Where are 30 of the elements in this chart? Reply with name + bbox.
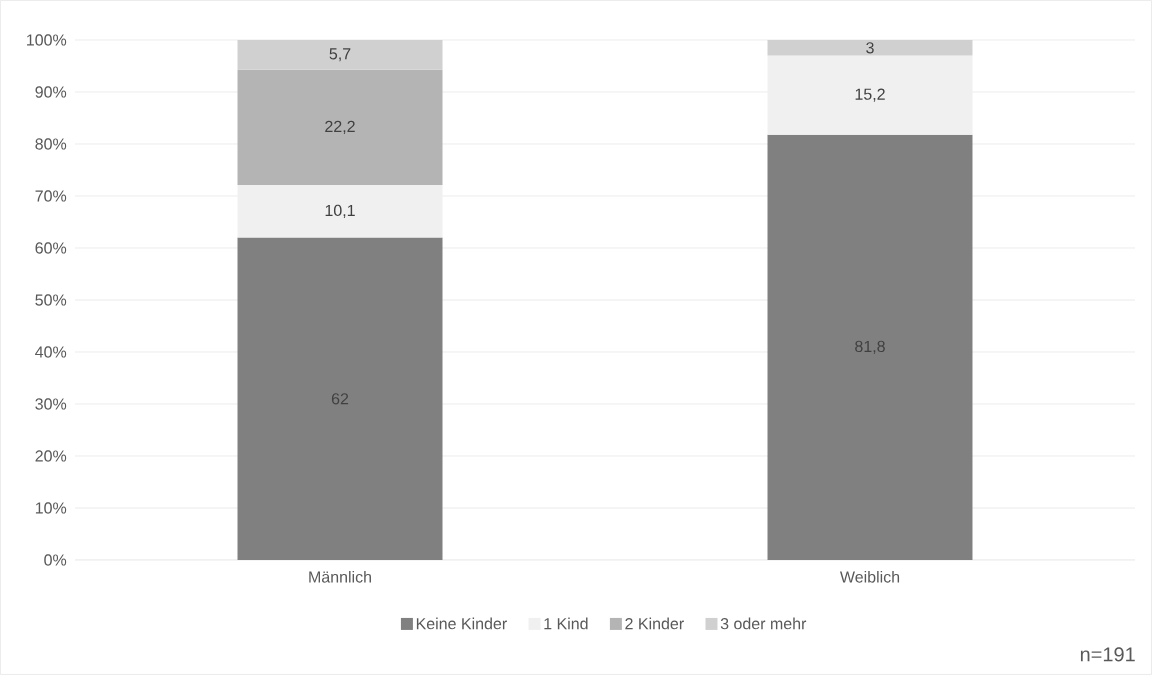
- y-tick-label: 60%: [35, 242, 67, 254]
- y-tick-label: 50%: [35, 294, 67, 306]
- data-label: 81,8: [855, 340, 885, 354]
- y-tick-label: 0%: [44, 554, 67, 566]
- y-tick-label: 20%: [35, 450, 67, 462]
- legend-label: 3 oder mehr: [720, 617, 807, 630]
- data-label: 62: [331, 393, 349, 405]
- y-tick-label: 90%: [35, 86, 67, 98]
- bar: [767, 55, 973, 135]
- y-tick-label: 70%: [35, 190, 67, 202]
- legend-label: Keine Kinder: [416, 617, 507, 630]
- y-tick-label: 10%: [35, 502, 67, 514]
- y-tick-label: 40%: [35, 346, 67, 358]
- text: n=191: [1080, 647, 1135, 662]
- bar: [237, 237, 443, 560]
- y-tick-label: 100%: [27, 34, 67, 46]
- legend-label: 2 Kinder: [625, 617, 684, 630]
- data-label: 15,2: [855, 88, 885, 102]
- bar: [767, 134, 973, 560]
- y-tick-label: 80%: [35, 138, 67, 150]
- bar: [237, 185, 443, 238]
- data-label: 22,2: [325, 120, 355, 134]
- legend-label: 1 Kind: [544, 617, 588, 630]
- y-tick-label: 30%: [35, 398, 67, 410]
- x-tick-label: Weiblich: [839, 570, 900, 583]
- data-label: 3: [866, 42, 874, 54]
- data-label: 5,7: [329, 48, 351, 62]
- bar: [237, 69, 443, 186]
- data-label: 10,1: [325, 204, 355, 218]
- x-tick-label: Männlich: [309, 570, 371, 583]
